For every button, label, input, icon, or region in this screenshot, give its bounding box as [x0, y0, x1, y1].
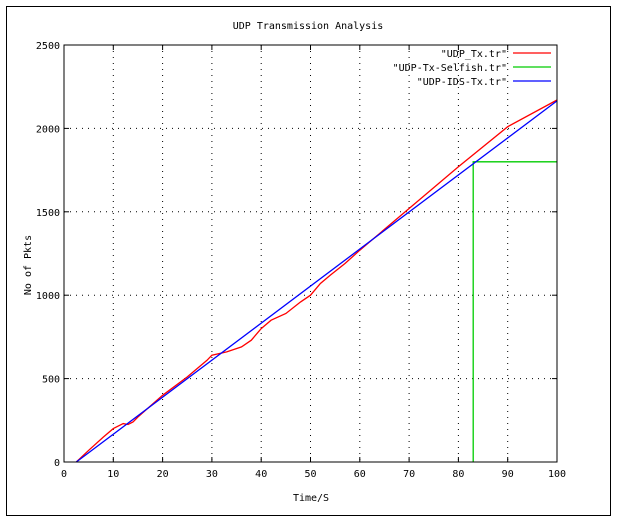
legend-label-1: "UDP_Tx.tr" — [441, 49, 507, 60]
x-tick-label: 30 — [206, 469, 218, 480]
chart-title: UDP Transmission Analysis — [233, 21, 384, 32]
y-axis-title: No of Pkts — [23, 235, 34, 295]
series-lines — [75, 99, 558, 463]
x-tick-label: 20 — [157, 469, 169, 480]
y-tick-label: 1000 — [36, 291, 60, 302]
legend-label-3: "UDP-IDS-Tx.tr" — [417, 77, 507, 88]
series-line-1 — [75, 99, 558, 463]
x-tick-label: 60 — [354, 469, 366, 480]
legend: "UDP_Tx.tr" "UDP-Tx-Selfish.tr" "UDP-IDS-T… — [393, 49, 551, 88]
x-tick-label: 40 — [255, 469, 267, 480]
x-tick-label: 0 — [61, 469, 67, 480]
x-tick-label: 100 — [548, 469, 566, 480]
y-tick-label: 2500 — [36, 41, 60, 52]
x-axis-title: Time/S — [293, 493, 329, 504]
x-tick-label: 90 — [502, 469, 514, 480]
series-line-2 — [472, 161, 557, 462]
legend-label-2: "UDP-Tx-Selfish.tr" — [393, 63, 507, 74]
y-tick-label: 1500 — [36, 208, 60, 219]
series-line-3 — [75, 100, 558, 463]
ticks: 0 10 20 30 40 50 60 70 80 90 100050010001500200025… — [36, 41, 566, 480]
x-tick-label: 70 — [403, 469, 415, 480]
y-tick-label: 500 — [42, 375, 60, 386]
x-tick-label: 50 — [304, 469, 316, 480]
line-chart: UDP Transmission Analysis Time/S No of P… — [23, 21, 566, 504]
x-tick-label: 10 — [107, 469, 119, 480]
x-tick-label: 80 — [452, 469, 464, 480]
chart-frame: UDP Transmission Analysis Time/S No of P… — [6, 6, 611, 516]
plot-area-border — [63, 44, 558, 463]
grid — [64, 45, 557, 462]
y-tick-label: 0 — [54, 458, 60, 469]
y-tick-label: 2000 — [36, 124, 60, 135]
